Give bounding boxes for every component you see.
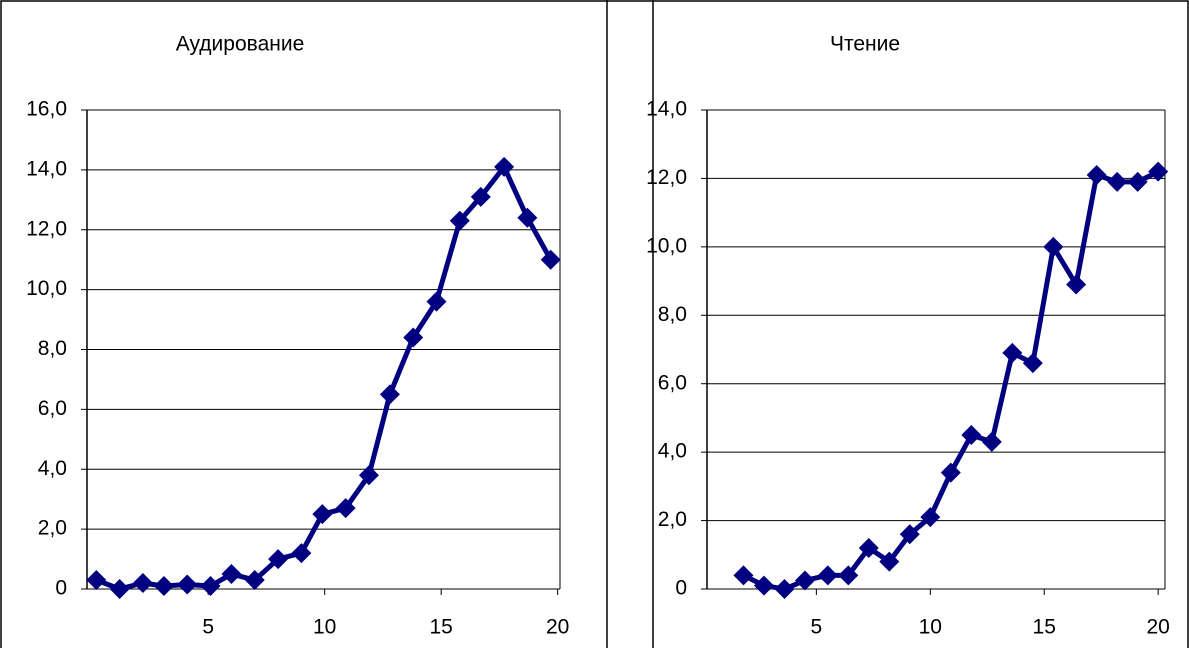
data-point <box>109 579 130 599</box>
x-tick-label: 15 <box>1033 616 1056 639</box>
y-tick-label: 6,0 <box>658 371 687 394</box>
data-point <box>817 565 838 586</box>
data-line <box>742 169 1160 592</box>
x-tick-label: 20 <box>546 616 569 639</box>
x-tick-label: 20 <box>1146 616 1169 639</box>
data-point <box>221 564 242 585</box>
data-point <box>244 570 265 591</box>
y-tick-label: 2,0 <box>38 517 67 540</box>
data-point <box>312 504 333 525</box>
data-point <box>794 570 815 591</box>
y-tick-label: 4,0 <box>658 440 687 463</box>
chart-title: Чтение <box>830 33 900 56</box>
data-point <box>899 524 920 545</box>
x-tick-label: 5 <box>202 616 214 639</box>
data-point <box>753 575 774 596</box>
data-point <box>540 249 561 270</box>
y-tick-label: 8,0 <box>658 303 687 326</box>
data-point <box>858 537 879 558</box>
data-point <box>470 186 491 207</box>
data-point <box>1066 274 1087 295</box>
data-point <box>1043 236 1064 257</box>
chart-title: Аудирование <box>176 33 305 56</box>
data-point <box>1107 171 1128 192</box>
data-point <box>1148 161 1169 182</box>
data-point <box>153 576 174 597</box>
data-point <box>940 462 961 483</box>
y-tick-label: 16,0 <box>26 98 67 121</box>
data-point <box>449 210 470 231</box>
x-tick-label: 5 <box>811 616 823 639</box>
y-tick-label: 0 <box>55 577 67 600</box>
data-point <box>1002 342 1023 363</box>
data-point <box>733 565 754 586</box>
data-point <box>981 431 1002 452</box>
data-point <box>1127 171 1148 192</box>
data-point <box>517 207 538 228</box>
data-point <box>1086 165 1107 186</box>
data-point <box>268 549 289 570</box>
data-point <box>879 551 900 572</box>
data-point <box>403 327 424 348</box>
data-point <box>920 507 941 528</box>
data-point <box>961 425 982 446</box>
data-point <box>291 543 312 564</box>
y-tick-label: 14,0 <box>646 98 687 121</box>
y-tick-label: 14,0 <box>26 157 67 180</box>
data-point <box>358 465 379 486</box>
data-point <box>335 498 356 519</box>
y-tick-label: 2,0 <box>658 508 687 531</box>
y-tick-label: 10,0 <box>26 277 67 300</box>
data-point <box>494 156 515 177</box>
y-tick-label: 8,0 <box>38 337 67 360</box>
x-tick-label: 15 <box>429 616 452 639</box>
y-tick-label: 0 <box>675 577 687 600</box>
data-point <box>774 579 795 599</box>
y-tick-label: 10,0 <box>646 234 687 257</box>
data-point <box>426 291 447 312</box>
data-point <box>379 384 400 405</box>
data-point <box>177 574 198 595</box>
y-tick-label: 4,0 <box>38 457 67 480</box>
x-tick-label: 10 <box>919 616 942 639</box>
y-tick-label: 12,0 <box>26 217 67 240</box>
data-point <box>838 565 859 586</box>
data-point <box>86 570 107 591</box>
y-tick-label: 12,0 <box>646 166 687 189</box>
data-point <box>132 573 153 594</box>
data-point <box>1022 353 1043 374</box>
y-tick-label: 6,0 <box>38 397 67 420</box>
data-point <box>200 576 221 597</box>
x-tick-label: 10 <box>313 616 336 639</box>
